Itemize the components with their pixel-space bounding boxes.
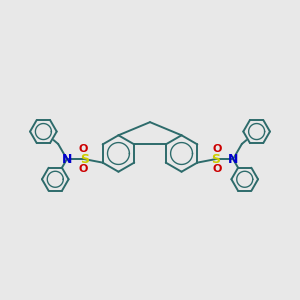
- Text: O: O: [212, 144, 222, 154]
- Text: O: O: [78, 144, 88, 154]
- Text: N: N: [62, 153, 72, 166]
- Text: S: S: [80, 153, 89, 166]
- Text: O: O: [212, 164, 222, 174]
- Text: O: O: [78, 164, 88, 174]
- Text: S: S: [211, 153, 220, 166]
- Text: N: N: [228, 153, 238, 166]
